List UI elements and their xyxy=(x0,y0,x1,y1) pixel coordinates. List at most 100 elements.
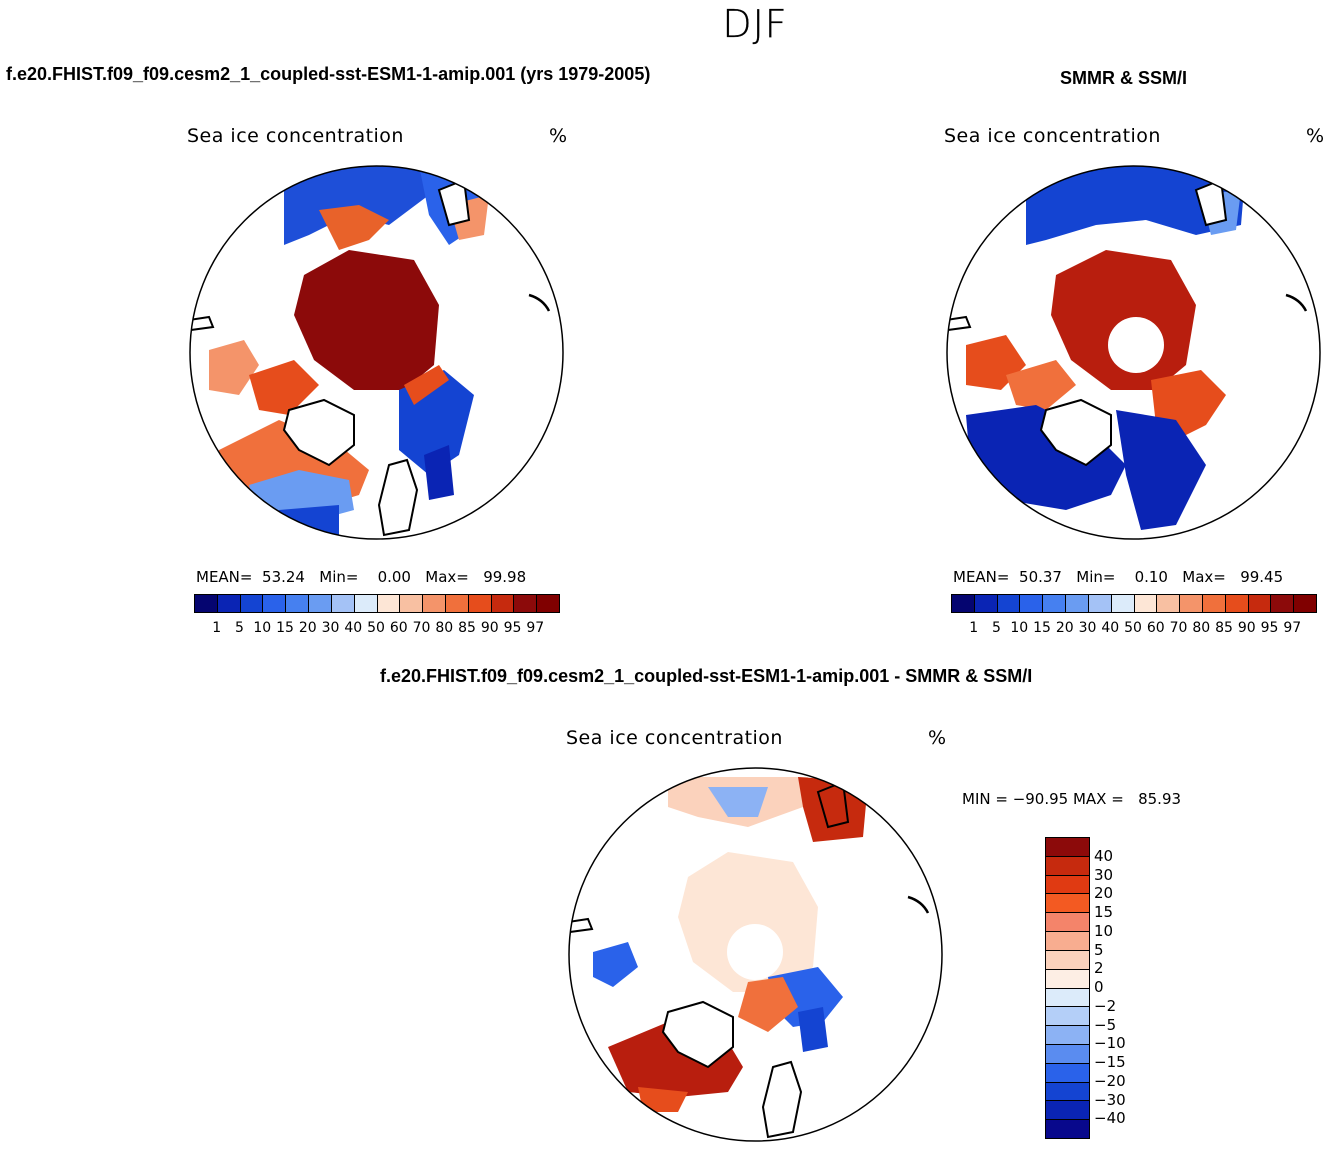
panel1-colorbar-box xyxy=(537,595,559,612)
panel2-colorbar-tick-label: 10 xyxy=(1010,620,1029,636)
diff-colorbar-box xyxy=(1046,969,1089,989)
panel1-colorbar-tick-label: 70 xyxy=(412,620,431,636)
diff-colorbar-box xyxy=(1046,875,1089,895)
diff-colorbar-tick-label: 0 xyxy=(1094,978,1104,996)
panel2-colorbar-tick-label: 80 xyxy=(1192,620,1211,636)
diff-colorbar-tick-label: −10 xyxy=(1094,1034,1126,1053)
panel2-title: SMMR & SSM/I xyxy=(1060,68,1188,88)
panel1-colorbar-box xyxy=(445,595,469,612)
panel1-colorbar-box xyxy=(309,595,332,612)
panel2-colorbar-tick-label: 90 xyxy=(1237,620,1256,636)
season-title: DJF xyxy=(722,2,788,46)
panel1-colorbar-box xyxy=(354,595,378,612)
panel1-colorbar-tick-label: 50 xyxy=(367,620,385,636)
panel2-colorbar-tick-label: 95 xyxy=(1260,620,1279,636)
panel1-colorbar-tick-label: 30 xyxy=(321,620,340,636)
diff-colorbar-tick-label: 40 xyxy=(1094,846,1114,865)
panel2-colorbar-box xyxy=(1202,595,1226,612)
panel1-colorbar-box xyxy=(468,595,492,612)
diff-colorbar-box xyxy=(1046,894,1089,914)
panel2-colorbar-tick-label: 5 xyxy=(992,620,1001,636)
panel1-colorbar-box xyxy=(331,595,355,612)
panel3-title: f.e20.FHIST.f09_f09.cesm2_1_coupled-sst-… xyxy=(380,666,1033,686)
panel1-colorbar-box xyxy=(491,595,515,612)
panel1-colorbar-box xyxy=(240,595,264,612)
diff-colorbar-tick-label: −20 xyxy=(1094,1071,1126,1090)
panel2-colorbar-box xyxy=(1043,595,1067,612)
panel3-units: % xyxy=(928,727,947,749)
panel3-variable: Sea ice concentration xyxy=(566,727,783,749)
diff-colorbar-tick-label: −15 xyxy=(1094,1053,1126,1071)
panel2-colorbar-box xyxy=(952,595,975,612)
diff-colorbar-tick-label: −2 xyxy=(1094,996,1117,1015)
panel2-colorbar-box xyxy=(1294,595,1316,612)
diff-colorbar-box xyxy=(1046,1120,1089,1138)
diff-colorbar-tick-label: 20 xyxy=(1094,884,1114,903)
panel2-stats: MEAN= 50.37 Min= 0.10 Max= 99.45 xyxy=(953,568,1284,586)
panel2-colorbar-tick-label: 1 xyxy=(969,620,979,636)
panel2-colorbar-box xyxy=(974,595,998,612)
panel2-colorbar-tick-label: 85 xyxy=(1215,620,1233,636)
panel3-polar-map xyxy=(568,767,943,1142)
diff-colorbar-tick-label: 15 xyxy=(1094,903,1114,921)
diff-colorbar-box xyxy=(1046,1063,1089,1083)
panel2-colorbar xyxy=(951,594,1317,613)
panel2-colorbar-box xyxy=(1111,595,1135,612)
panel1-colorbar-box xyxy=(377,595,401,612)
panel1-title: f.e20.FHIST.f09_f09.cesm2_1_coupled-sst-… xyxy=(6,64,651,84)
panel2-polar-map xyxy=(946,165,1321,540)
panel1-colorbar-box xyxy=(217,595,241,612)
panel1-colorbar-tick-label: 60 xyxy=(389,620,408,636)
panel1-colorbar-box xyxy=(514,595,538,612)
diff-colorbar-tick-label: −5 xyxy=(1094,1015,1117,1034)
panel2-colorbar-box xyxy=(997,595,1021,612)
panel2-colorbar-tick-label: 97 xyxy=(1283,620,1302,636)
diff-colorbar-box xyxy=(1046,1044,1089,1064)
panel2-colorbar-box xyxy=(1271,595,1295,612)
panel2-variable: Sea ice concentration xyxy=(944,125,1161,147)
diff-colorbar-box xyxy=(1046,1082,1089,1102)
panel1-colorbar-box xyxy=(263,595,287,612)
panel1-polar-map xyxy=(189,165,564,540)
diff-colorbar-box xyxy=(1046,932,1089,951)
diff-colorbar-tick-label: 10 xyxy=(1094,921,1114,940)
panel1-units: % xyxy=(549,125,568,147)
panel1-stats: MEAN= 53.24 Min= 0.00 Max= 99.98 xyxy=(196,568,527,586)
panel1-colorbar-box xyxy=(286,595,310,612)
panel2-colorbar-tick-label: 60 xyxy=(1146,620,1165,636)
diff-colorbar-box xyxy=(1046,1007,1089,1027)
diff-colorbar-box xyxy=(1046,856,1089,876)
panel2-colorbar-tick-label: 30 xyxy=(1078,620,1097,636)
diff-colorbar-tick-label: −40 xyxy=(1094,1109,1126,1128)
panel2-colorbar-box xyxy=(1225,595,1249,612)
panel2-colorbar-box xyxy=(1157,595,1181,612)
panel1-colorbar-tick-label: 1 xyxy=(212,620,222,636)
panel1-colorbar-box xyxy=(195,595,218,612)
panel2-units: % xyxy=(1306,125,1325,147)
panel2-colorbar-box xyxy=(1248,595,1272,612)
panel1-colorbar-tick-label: 10 xyxy=(253,620,272,636)
panel1-colorbar-tick-label: 85 xyxy=(458,620,476,636)
panel2-colorbar-labels: 1 5 10 15 20 30 40 50 60 70 80 85 90 95 97 xyxy=(951,620,1315,638)
diff-colorbar-box xyxy=(1046,1026,1089,1045)
panel2-colorbar-tick-label: 50 xyxy=(1124,620,1142,636)
panel2-colorbar-tick-label: 40 xyxy=(1101,620,1120,636)
diff-colorbar-tick-label: 2 xyxy=(1094,959,1104,978)
diff-colorbar-box xyxy=(1046,1101,1089,1121)
panel1-colorbar xyxy=(194,594,560,613)
panel2-colorbar-box xyxy=(1066,595,1089,612)
panel2-colorbar-tick-label: 20 xyxy=(1055,620,1074,636)
diff-colorbar-tick-label: −30 xyxy=(1094,1090,1126,1109)
panel3-minmax: MIN = −90.95 MAX = 85.93 xyxy=(962,790,1182,808)
panel1-colorbar-tick-label: 95 xyxy=(503,620,522,636)
panel2-colorbar-box xyxy=(1088,595,1112,612)
panel2-colorbar-box xyxy=(1020,595,1044,612)
panel1-colorbar-box xyxy=(423,595,446,612)
panel1-colorbar-tick-label: 15 xyxy=(276,620,294,636)
diff-colorbar-tick-label: 5 xyxy=(1094,940,1104,959)
panel2-colorbar-box xyxy=(1180,595,1203,612)
panel2-colorbar-tick-label: 15 xyxy=(1033,620,1051,636)
panel1-colorbar-tick-label: 5 xyxy=(235,620,244,636)
panel1-colorbar-labels: 1 5 10 15 20 30 40 50 60 70 80 85 90 95 97 xyxy=(194,620,558,638)
panel2-colorbar-box xyxy=(1134,595,1158,612)
